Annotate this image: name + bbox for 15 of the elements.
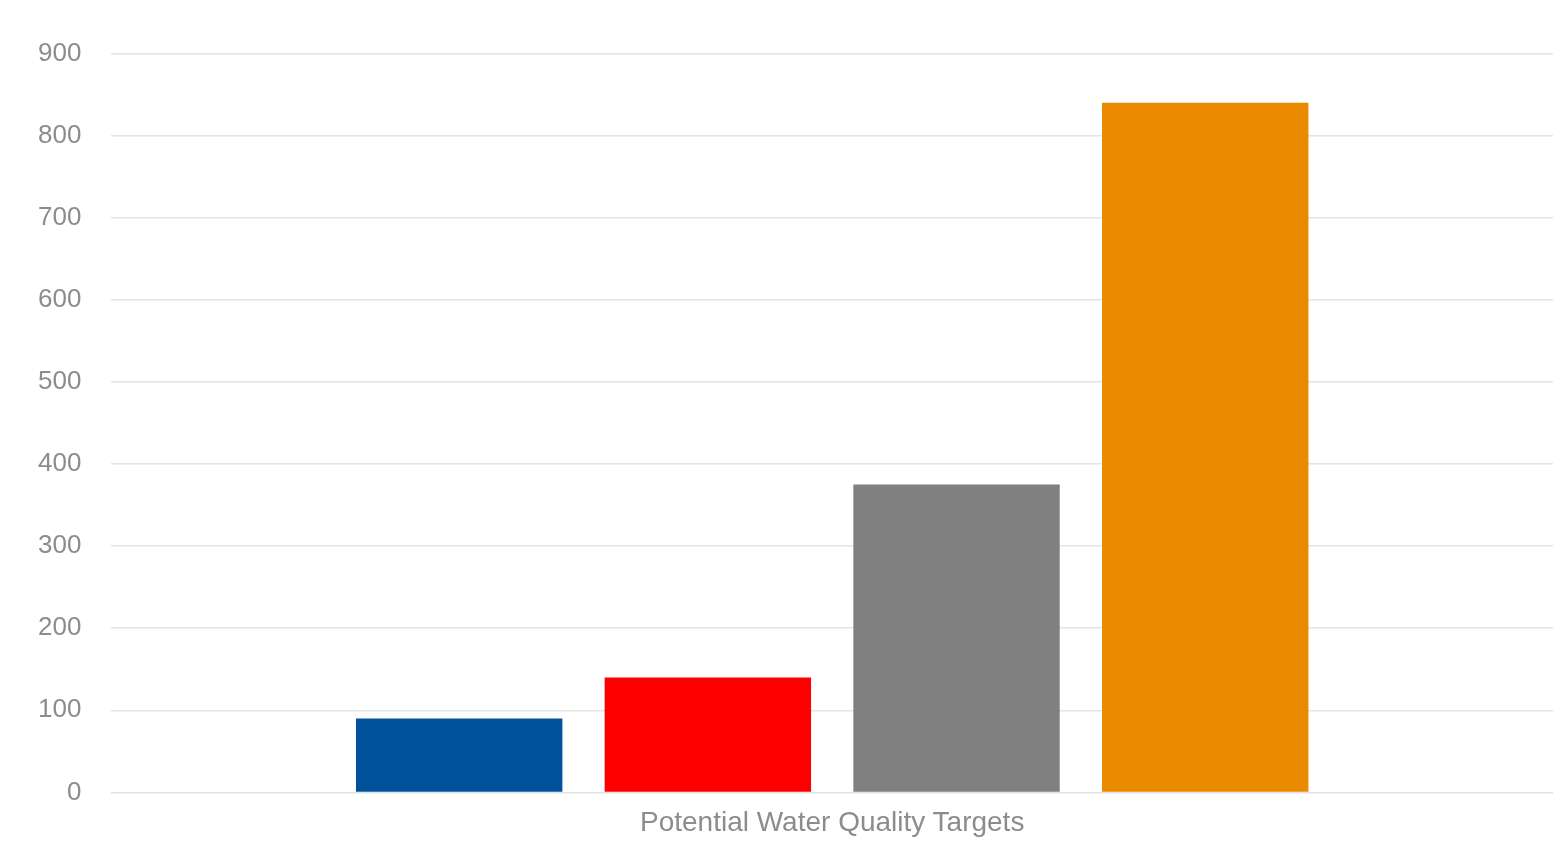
y-tick-label: 500 [37, 365, 82, 396]
y-tick-label: 600 [37, 283, 82, 314]
y-tick-label: 900 [37, 36, 82, 67]
y-tick-label: 400 [37, 447, 82, 478]
y-tick-label: 100 [37, 693, 82, 724]
y-tick-label: 0 [66, 775, 82, 806]
y-tick-label: 300 [37, 529, 82, 560]
bar [604, 677, 812, 792]
bar [853, 484, 1060, 792]
x-tick-label: Potential Water Quality Targets [639, 805, 1025, 837]
y-tick-label: 800 [37, 118, 82, 149]
y-tick-label: 200 [37, 611, 82, 642]
bar [355, 718, 563, 792]
bar [1102, 102, 1309, 792]
y-tick-label: 700 [37, 200, 82, 231]
